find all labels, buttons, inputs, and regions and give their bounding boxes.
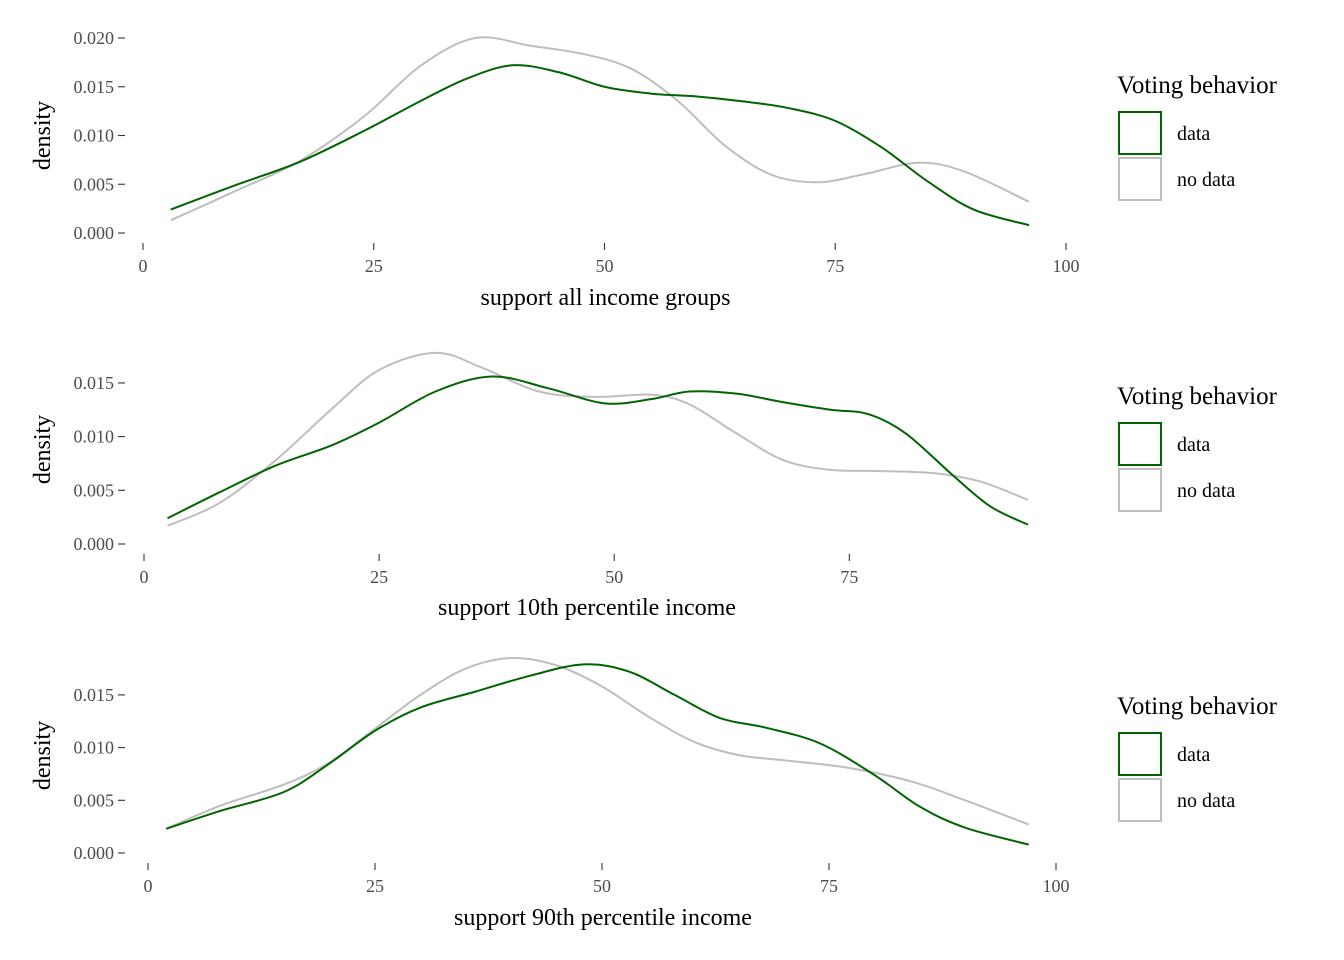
y-tick-label: 0.000 <box>74 223 115 243</box>
x-tick-label: 75 <box>820 876 838 896</box>
legend-key-no-data <box>1118 778 1162 822</box>
density-line-data <box>165 663 1030 846</box>
density-line-no-data <box>170 36 1030 222</box>
x-tick-label: 25 <box>370 567 388 587</box>
legend-title: Voting behavior <box>1117 72 1278 99</box>
x-tick-label: 50 <box>593 876 611 896</box>
legend-title: Voting behavior <box>1117 383 1278 410</box>
legend-label: no data <box>1177 790 1235 812</box>
y-tick-label: 0.020 <box>74 28 115 48</box>
x-tick-label: 0 <box>139 256 148 276</box>
y-tick-label: 0.000 <box>74 843 115 863</box>
density-line-data <box>167 375 1029 526</box>
legend-label: data <box>1177 123 1210 145</box>
legend-key-data <box>1118 732 1162 776</box>
y-tick-label: 0.005 <box>74 174 115 194</box>
legend-title: Voting behavior <box>1117 693 1278 720</box>
density-line-no-data <box>167 351 1029 527</box>
density-line-no-data <box>165 656 1030 830</box>
legend-key-data <box>1118 422 1162 466</box>
x-tick-label: 75 <box>826 256 844 276</box>
y-tick-label: 0.010 <box>74 738 115 758</box>
x-tick-label: 75 <box>840 567 858 587</box>
legend: Voting behavior data no data <box>1117 72 1278 201</box>
x-tick-label: 25 <box>366 876 384 896</box>
x-tick-label: 50 <box>605 567 623 587</box>
x-tick-label: 0 <box>144 876 153 896</box>
legend-label: no data <box>1177 480 1235 502</box>
y-axis-title: density <box>30 101 56 170</box>
legend-key-no-data <box>1118 468 1162 512</box>
density-line-data <box>170 64 1030 227</box>
y-tick-label: 0.015 <box>74 77 115 97</box>
y-tick-label: 0.015 <box>74 373 115 393</box>
x-tick-label: 50 <box>596 256 614 276</box>
legend: Voting behavior data no data <box>1117 383 1278 512</box>
x-axis-title: support 90th percentile income <box>454 905 752 931</box>
legend-key-data <box>1118 111 1162 155</box>
x-tick-label: 25 <box>365 256 383 276</box>
legend-label: no data <box>1177 169 1235 191</box>
density-panel-1: 0.000 0.005 0.010 0.015 0.020 0 25 50 75 100 suppo… <box>30 28 1278 311</box>
y-axis-title: density <box>30 415 56 484</box>
y-axis-title: density <box>30 721 56 790</box>
y-tick-label: 0.015 <box>74 685 115 705</box>
y-tick-label: 0.010 <box>74 427 115 447</box>
legend-label: data <box>1177 744 1210 766</box>
x-tick-label: 100 <box>1043 876 1070 896</box>
legend-label: data <box>1177 434 1210 456</box>
x-axis-title: support all income groups <box>481 285 731 311</box>
x-tick-label: 0 <box>140 567 149 587</box>
y-tick-label: 0.010 <box>74 126 115 146</box>
y-tick-label: 0.005 <box>74 480 115 500</box>
y-tick-label: 0.005 <box>74 790 115 810</box>
legend: Voting behavior data no data <box>1117 693 1278 822</box>
x-axis-title: support 10th percentile income <box>438 595 736 621</box>
y-tick-label: 0.000 <box>74 534 115 554</box>
x-tick-label: 100 <box>1053 256 1080 276</box>
density-panel-3: 0.000 0.005 0.010 0.015 0 25 50 75 100 support 90… <box>30 656 1278 931</box>
legend-key-no-data <box>1118 157 1162 201</box>
density-panel-2: 0.000 0.005 0.010 0.015 0 25 50 75 support 10th … <box>30 351 1278 621</box>
